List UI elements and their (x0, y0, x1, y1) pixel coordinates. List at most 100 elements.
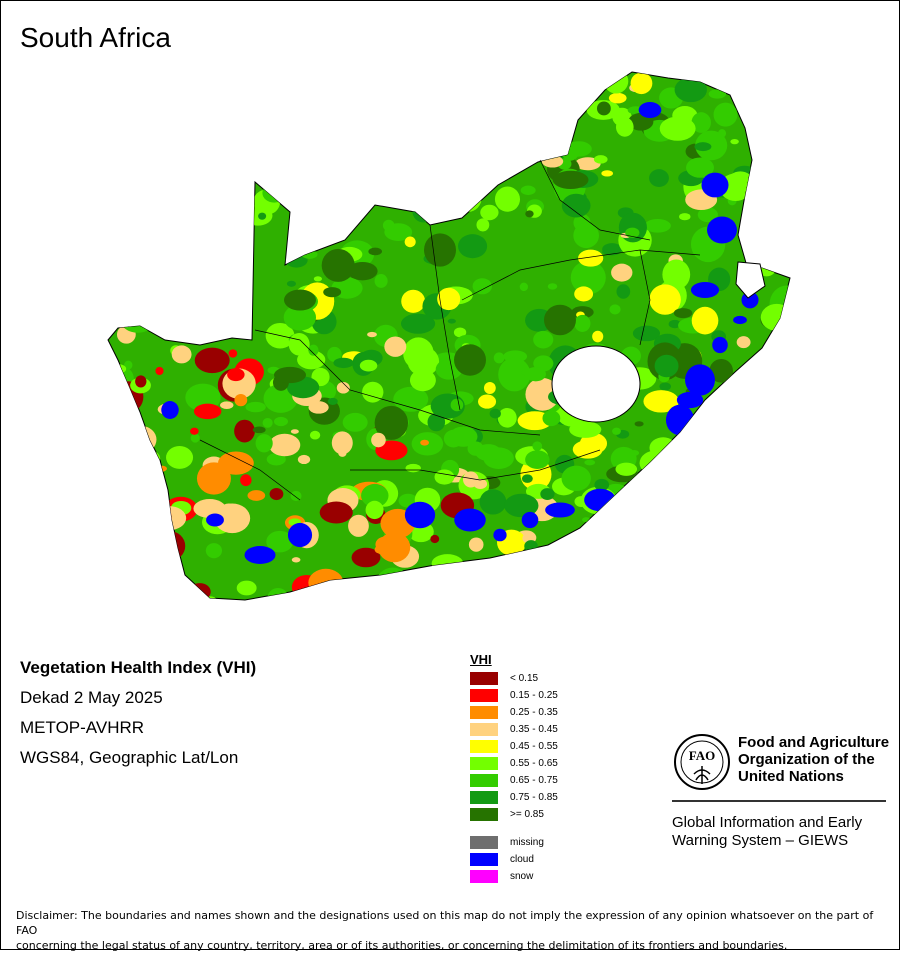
vhi-patch (659, 545, 687, 575)
vhi-patch (684, 543, 708, 559)
vhi-patch (308, 568, 344, 597)
vhi-patch (129, 182, 165, 204)
legend-title: VHI (470, 652, 492, 667)
legend-item: 0.35 - 0.45 (470, 723, 558, 736)
vhi-patch (327, 397, 338, 405)
legend-label: 0.45 - 0.55 (510, 741, 558, 752)
vhi-patch (284, 289, 316, 311)
vhi-patch (683, 465, 715, 485)
vhi-patch (353, 177, 371, 188)
vhi-patch (188, 583, 211, 600)
vhi-patch (355, 593, 379, 600)
vhi-patch (162, 182, 181, 192)
vhi-patch (108, 591, 127, 600)
vhi-patch (568, 72, 590, 84)
vhi-patch (753, 441, 785, 460)
vhi-patch (541, 563, 551, 572)
vhi-patch (605, 518, 624, 533)
vhi-patch (117, 513, 132, 527)
vhi-patch (178, 318, 197, 337)
legend-label: cloud (510, 854, 534, 865)
vhi-patch (126, 460, 160, 488)
vhi-patch (679, 213, 691, 221)
vhi-patch (268, 433, 301, 457)
vhi-patch (458, 234, 488, 259)
vhi-patch (714, 568, 740, 585)
fao-name-line: Food and Agriculture (738, 734, 890, 751)
vhi-patch (779, 176, 790, 202)
vhi-patch (171, 345, 192, 364)
vhi-patch (634, 421, 644, 427)
vhi-patch (180, 293, 190, 303)
vhi-patch (644, 218, 671, 233)
vhi-patch (157, 88, 171, 101)
legend-swatch (470, 723, 498, 736)
vhi-patch (702, 516, 721, 537)
vhi-patch (336, 381, 350, 394)
vhi-patch (759, 583, 785, 600)
vhi-patch (401, 289, 426, 313)
legend-swatch (470, 808, 498, 821)
vhi-patch (267, 587, 289, 600)
legend-label: 0.55 - 0.65 (510, 758, 558, 769)
vhi-patch (646, 508, 662, 518)
vhi-patch (628, 576, 642, 584)
vhi-patch (234, 419, 255, 443)
vhi-patch (533, 330, 554, 349)
vhi-patch (347, 261, 378, 281)
vhi-patch (754, 577, 765, 585)
legend-swatch (470, 836, 498, 849)
vhi-patch (686, 498, 708, 513)
vhi-patch (245, 401, 266, 413)
vhi-patch (501, 574, 511, 583)
vhi-patch (377, 72, 402, 88)
vhi-patch (673, 471, 700, 500)
vhi-patch (462, 471, 479, 488)
vhi-patch (455, 198, 470, 213)
vhi-patch (227, 368, 245, 382)
vhi-patch (400, 313, 436, 334)
vhi-patch (692, 516, 704, 526)
vhi-patch (108, 220, 113, 230)
vhi-patch (120, 306, 156, 333)
vhi-patch (592, 330, 604, 343)
vhi-patch (123, 106, 141, 116)
vhi-patch (489, 103, 511, 124)
vhi-patch (394, 165, 419, 189)
vhi-patch (520, 185, 536, 196)
vhi-patch (113, 152, 143, 172)
vhi-patch (384, 336, 407, 357)
vhi-patch (673, 308, 693, 319)
vhi-patch (454, 344, 486, 376)
vhi-patch (166, 445, 194, 469)
vhi-patch (371, 432, 386, 448)
vhi-patch (382, 219, 395, 232)
vhi-patch (730, 72, 751, 76)
vhi-patch (703, 556, 721, 571)
vhi-patch (374, 274, 388, 288)
vhi-patch (351, 547, 381, 568)
vhi-patch (240, 474, 252, 487)
vhi-patch (600, 517, 626, 544)
fao-organization-name: Food and Agriculture Organization of the… (738, 734, 889, 785)
vhi-patch (363, 72, 384, 87)
vhi-patch (108, 556, 112, 570)
vhi-patch (342, 412, 368, 432)
vhi-patch (110, 90, 137, 116)
vhi-patch (305, 147, 334, 177)
vhi-patch (572, 440, 603, 459)
vhi-patch (771, 564, 790, 575)
vhi-patch (190, 433, 200, 443)
vhi-patch (140, 450, 161, 468)
legend-item: 0.65 - 0.75 (470, 774, 558, 787)
legend-swatch (470, 791, 498, 804)
vhi-patch (297, 454, 311, 465)
vhi-patch (648, 395, 674, 408)
vhi-patch (724, 526, 758, 561)
vhi-patch (525, 377, 560, 411)
vhi-patch (108, 175, 137, 207)
vhi-patch (128, 206, 152, 221)
vhi-patch (319, 501, 353, 524)
vhi-patch (712, 455, 746, 491)
vhi-patch (401, 135, 410, 145)
